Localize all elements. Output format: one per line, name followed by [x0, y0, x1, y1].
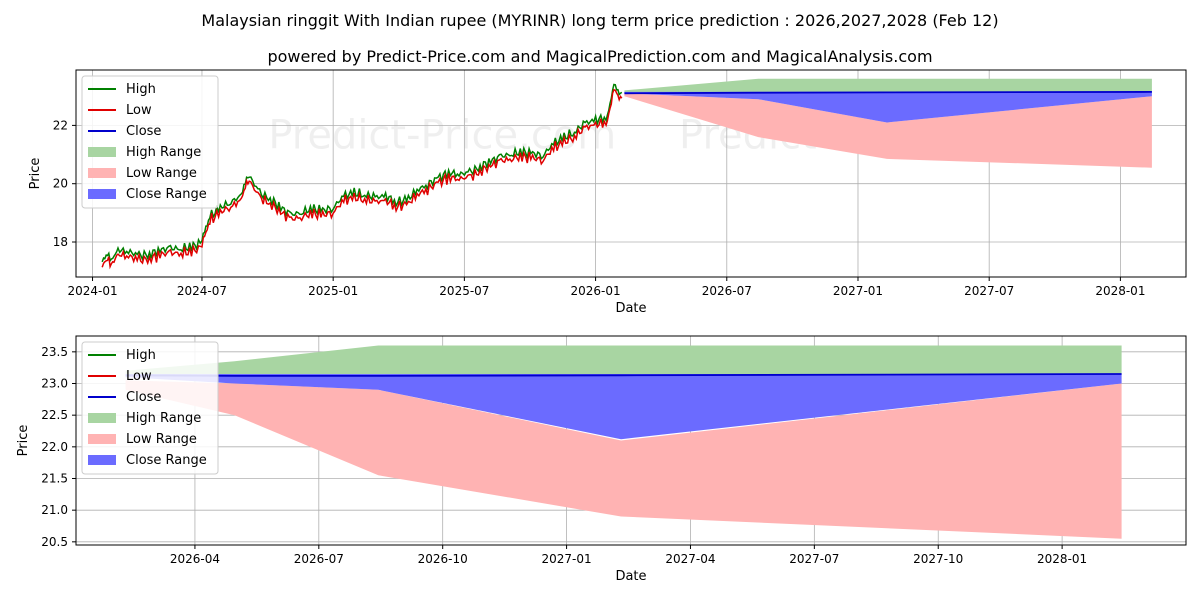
- watermark-left: Predict-Price.com: [268, 113, 616, 159]
- legend-label: Close Range: [126, 453, 207, 468]
- x-tick-label: 2027-04: [665, 552, 715, 566]
- x-tick-label: 2026-07: [702, 284, 752, 298]
- x-tick-label: 2027-07: [964, 284, 1014, 298]
- legend-label: High: [126, 82, 156, 97]
- x-tick-label: 2026-04: [170, 552, 220, 566]
- y-axis-label: Price: [16, 425, 31, 457]
- legend-label: Close: [126, 390, 161, 405]
- legend: High Low Close High Range Low Range Close Ran…: [81, 75, 219, 209]
- y-tick-label: 20: [53, 177, 68, 191]
- x-tick-label: 2024-01: [67, 284, 117, 298]
- x-tick-label: 2028-01: [1037, 552, 1087, 566]
- y-tick-label: 22: [53, 118, 68, 132]
- x-tick-label: 2025-01: [308, 284, 358, 298]
- legend-label: Low Range: [126, 432, 197, 447]
- high-line: [101, 83, 623, 263]
- high-range-area: [125, 345, 1122, 374]
- x-tick-label: 2026-10: [418, 552, 468, 566]
- legend-swatch-patch: [88, 147, 116, 157]
- y-tick-label: 23.5: [41, 345, 68, 359]
- legend-swatch-patch: [88, 455, 116, 465]
- close-line: [624, 91, 1152, 95]
- legend-label: High Range: [126, 145, 201, 160]
- legend-label: Close Range: [126, 187, 207, 202]
- low-range-area: [125, 380, 1122, 539]
- legend-swatch-patch: [88, 189, 116, 199]
- legend-label: Close: [126, 124, 161, 139]
- x-tick-label: 2024-07: [177, 284, 227, 298]
- chart-title: Malaysian ringgit With Indian rupee (MYR…: [201, 11, 998, 30]
- legend-swatch-patch: [88, 434, 116, 444]
- chart-subtitle: powered by Predict-Price.com and Magical…: [267, 47, 932, 66]
- plot-frame: [75, 335, 1187, 546]
- x-tick-label: 2027-01: [542, 552, 592, 566]
- x-axis-label: Date: [615, 569, 646, 584]
- low-range-area: [624, 93, 1152, 168]
- y-tick-label: 21.5: [41, 472, 68, 486]
- legend-label: High: [126, 348, 156, 363]
- high-range-area: [624, 78, 1152, 94]
- x-tick-label: 2027-10: [913, 552, 963, 566]
- y-tick-label: 22.0: [41, 440, 68, 454]
- legend-label: Low: [126, 369, 152, 384]
- y-tick-label: 21.0: [41, 503, 68, 517]
- x-axis-label: Date: [615, 301, 646, 316]
- legend-label: Low: [126, 103, 152, 118]
- chart-panel-history: Predict-Price.comPredict-Price.com2024-0…: [28, 69, 1187, 316]
- close-range-area: [624, 91, 1152, 123]
- legend-swatch-patch: [88, 168, 116, 178]
- x-tick-label: 2027-01: [833, 284, 883, 298]
- legend-label: High Range: [126, 411, 201, 426]
- x-tick-label: 2027-07: [789, 552, 839, 566]
- x-tick-label: 2028-01: [1095, 284, 1145, 298]
- low-line: [101, 88, 623, 270]
- x-tick-label: 2026-07: [294, 552, 344, 566]
- close-range-area: [125, 374, 1122, 440]
- y-axis-label: Price: [28, 158, 43, 190]
- y-tick-label: 23.0: [41, 377, 68, 391]
- legend: High Low Close High Range Low Range Close Ran…: [81, 341, 219, 475]
- y-tick-label: 22.5: [41, 408, 68, 422]
- x-tick-label: 2026-01: [571, 284, 621, 298]
- chart-panel-forecast: Predict-Price.comPredict-Price.com2026-0…: [16, 335, 1187, 584]
- legend-swatch-patch: [88, 413, 116, 423]
- legend-label: Low Range: [126, 166, 197, 181]
- y-tick-label: 20.5: [41, 535, 68, 549]
- y-tick-label: 18: [53, 235, 68, 249]
- x-tick-label: 2025-07: [439, 284, 489, 298]
- plot-frame: [75, 69, 1187, 278]
